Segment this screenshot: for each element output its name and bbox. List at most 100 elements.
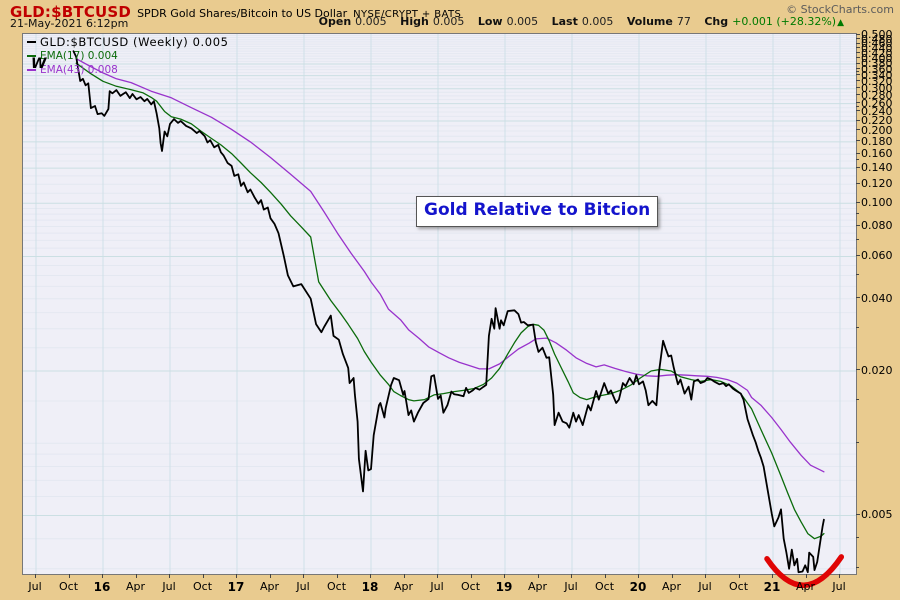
- red-cup-arc-annotation: [764, 554, 845, 588]
- y-axis-label: 0.200: [861, 123, 893, 137]
- x-axis-tick: [470, 574, 472, 578]
- x-axis-tick: [68, 574, 70, 578]
- x-axis-label: Jul: [28, 580, 42, 593]
- w-pattern-annotation: W: [31, 56, 47, 72]
- up-arrow-icon: ▲: [837, 18, 844, 28]
- x-axis-tick: [671, 574, 673, 578]
- y-axis-tick: [856, 152, 860, 154]
- ema17-line-swatch-icon: [27, 55, 36, 57]
- y-axis-minor-tick: [856, 273, 859, 275]
- legend-item-ema17: EMA(17) 0.004: [27, 49, 229, 63]
- legend-main-label: GLD:$BTCUSD (Weekly) 0.005: [40, 35, 229, 49]
- y-axis-tick: [856, 102, 860, 104]
- x-axis-label: Jul: [162, 580, 176, 593]
- y-axis-tick: [856, 254, 860, 256]
- x-axis-label: Jul: [564, 580, 578, 593]
- x-axis-label: Jul: [430, 580, 444, 593]
- x-axis-tick: [839, 574, 840, 578]
- x-axis-tick: [102, 574, 103, 578]
- y-axis-tick: [856, 38, 860, 40]
- y-axis-tick: [856, 57, 860, 59]
- x-axis-label: Jul: [698, 580, 712, 593]
- y-axis-minor-tick: [856, 212, 859, 214]
- y-axis-minor-tick: [856, 159, 859, 161]
- y-axis-label: 0.005: [861, 508, 893, 522]
- last-label: Last: [551, 15, 578, 28]
- ema17-line: [75, 62, 825, 540]
- x-axis-label: Oct: [58, 580, 79, 593]
- x-axis-tick: [705, 574, 706, 578]
- x-axis-tick: [437, 574, 438, 578]
- y-axis-tick: [856, 129, 860, 131]
- open-value: 0.005: [355, 15, 387, 28]
- volume-label: Volume: [626, 15, 673, 28]
- x-axis-tick: [604, 574, 606, 578]
- y-axis-tick: [856, 94, 860, 96]
- y-axis-tick: [856, 74, 860, 76]
- y-axis-minor-tick: [856, 238, 859, 240]
- y-axis-label: 0.440: [861, 41, 893, 55]
- x-axis-tick: [805, 574, 807, 578]
- y-axis-minor-tick: [856, 537, 859, 539]
- legend-item-price: GLD:$BTCUSD (Weekly) 0.005: [27, 35, 229, 49]
- ticker-symbol: GLD:$BTCUSD: [10, 3, 132, 21]
- y-axis-tick: [856, 110, 860, 112]
- volume-value: 77: [676, 15, 691, 28]
- y-axis-label: 0.240: [861, 104, 893, 118]
- y-axis-label: 0.360: [861, 62, 893, 76]
- y-axis-label: 0.140: [861, 161, 893, 175]
- x-axis-label: Apr: [795, 580, 816, 593]
- x-axis-tick: [638, 574, 639, 578]
- y-axis-tick: [856, 140, 860, 142]
- low-label: Low: [477, 15, 503, 28]
- x-axis-label: Apr: [661, 580, 682, 593]
- x-axis-tick: [336, 574, 338, 578]
- y-axis-label: 0.340: [861, 68, 893, 82]
- x-axis-label: 19: [495, 580, 513, 594]
- x-axis-label: Apr: [527, 580, 548, 593]
- price-line-swatch-icon: [27, 41, 36, 43]
- y-axis-label: 0.160: [861, 147, 893, 161]
- x-axis-tick: [571, 574, 572, 578]
- chart-canvas: [23, 34, 856, 588]
- y-axis-tick: [856, 47, 860, 49]
- y-axis-label: 0.080: [861, 219, 893, 233]
- copyright-notice: © StockCharts.com: [786, 3, 894, 16]
- y-axis-label: 0.060: [861, 249, 893, 263]
- y-axis-label: 0.300: [861, 81, 893, 95]
- legend-ema43-label: EMA(43) 0.008: [40, 64, 118, 76]
- y-axis-tick: [856, 201, 860, 203]
- y-axis-label: 0.280: [861, 88, 893, 102]
- x-axis-label: Oct: [192, 580, 213, 593]
- y-axis-tick: [856, 80, 860, 82]
- x-axis-label: Oct: [728, 580, 749, 593]
- ema43-line: [75, 58, 825, 473]
- y-axis-label: 0.500: [861, 28, 893, 42]
- x-axis-tick: [738, 574, 740, 578]
- y-axis-label: 0.320: [861, 74, 893, 88]
- y-axis-minor-tick: [856, 106, 859, 108]
- y-axis-label: 0.100: [861, 196, 893, 210]
- y-axis-label: 0.040: [861, 291, 893, 305]
- open-label: Open: [318, 15, 352, 28]
- y-axis-tick: [856, 42, 860, 44]
- plot-area[interactable]: GLD:$BTCUSD (Weekly) 0.005 EMA(17) 0.004…: [22, 33, 857, 588]
- y-axis-tick: [856, 297, 860, 299]
- legend-ema17-label: EMA(17) 0.004: [40, 50, 118, 62]
- y-axis-minor-tick: [856, 441, 859, 443]
- y-axis-minor-tick: [856, 399, 859, 401]
- y-axis-label: 0.480: [861, 32, 893, 46]
- quote-bar: Open 0.005 High 0.005 Low 0.005 Last 0.005 V…: [319, 15, 844, 28]
- x-axis-tick: [370, 574, 371, 578]
- chart-header: GLD:$BTCUSD SPDR Gold Shares/Bitcoin to U…: [10, 2, 461, 21]
- y-axis-tick: [856, 68, 860, 70]
- price-line: [72, 50, 825, 574]
- x-axis-label: 21: [763, 580, 781, 594]
- x-axis-label: Oct: [594, 580, 615, 593]
- x-axis-label: 16: [93, 580, 111, 594]
- y-axis-minor-tick: [856, 567, 859, 569]
- x-axis-tick: [403, 574, 405, 578]
- y-axis-label: 0.180: [861, 134, 893, 148]
- x-axis-label: 20: [629, 580, 647, 594]
